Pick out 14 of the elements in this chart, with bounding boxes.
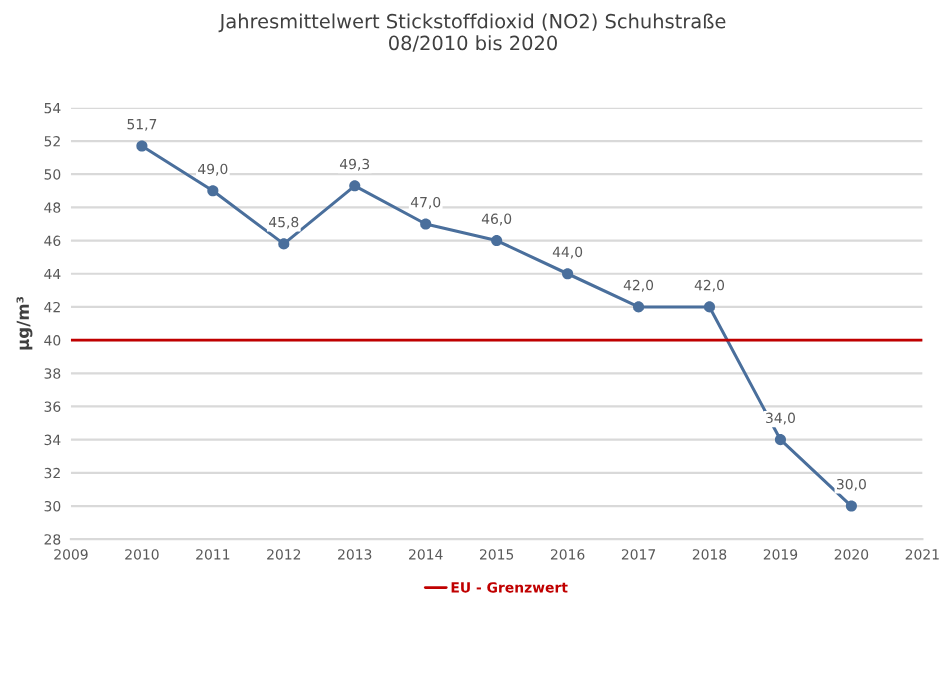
point xyxy=(491,235,503,247)
point xyxy=(207,185,219,197)
y-axis-title: µg/m³ xyxy=(16,296,33,350)
point xyxy=(278,238,290,250)
chart-title: Jahresmittelwert Stickstoffdioxid (NO2) Schuhstraße xyxy=(218,13,726,33)
point xyxy=(562,268,574,280)
point xyxy=(136,140,148,152)
point xyxy=(774,434,787,446)
point xyxy=(703,301,716,313)
point xyxy=(420,218,432,230)
point xyxy=(845,500,857,512)
chart-subtitle: 08/2010 bis 2020 xyxy=(389,35,557,52)
point xyxy=(632,301,645,313)
point xyxy=(349,180,361,192)
